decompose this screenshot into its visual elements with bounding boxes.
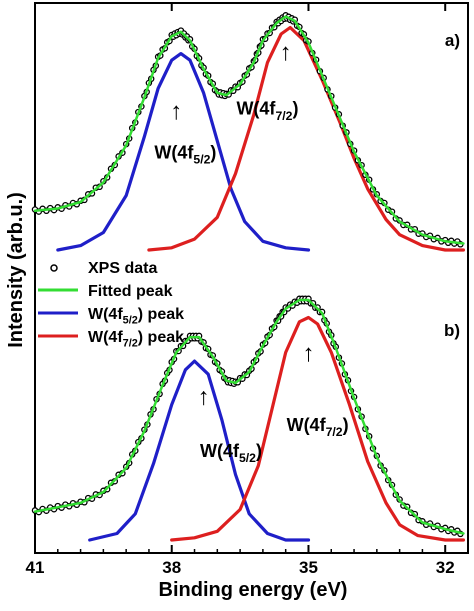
legend-label: Fitted peak (88, 283, 173, 300)
panel-label: b) (444, 321, 460, 340)
legend-label: W(4f5/2) peak (88, 306, 184, 326)
peak-annotation-label: W(4f5/2) (200, 441, 262, 465)
y-axis-label: Intensity (arb.u.) (5, 192, 27, 348)
peak-annotation-label: W(4f7/2) (287, 415, 349, 439)
plot-panels: W(4f5/2) W(4f7/2) ↑ ↑ a) W(4f5/2) W(4f7/2) ↑ ↑ b) (31, 12, 465, 542)
peak-annotation-label: W(4f5/2) (154, 142, 216, 166)
x-tick-label: 38 (162, 558, 181, 577)
peak-arrow: ↑ (280, 39, 292, 66)
panel-label: a) (445, 31, 460, 50)
panel-a: W(4f5/2) W(4f7/2) ↑ ↑ a) (31, 12, 465, 252)
legend-marker-xps (50, 264, 58, 272)
peak-annotation-label: W(4f7/2) (236, 99, 298, 123)
axes-frame (34, 2, 469, 554)
fitted-peak-line (33, 298, 465, 535)
peak-arrow: ↑ (170, 98, 182, 125)
w4f52-peak-line (56, 51, 311, 252)
x-tick-label: 35 (299, 558, 318, 577)
peak-arrow: ↑ (198, 384, 210, 411)
w4f52-peak-line (88, 359, 311, 542)
peak-arrow: ↑ (302, 340, 314, 367)
x-ticks: 41 38 35 32 (26, 3, 455, 577)
panel-b: W(4f5/2) W(4f7/2) ↑ ↑ b) (31, 295, 465, 542)
x-tick-label: 41 (26, 558, 45, 577)
fitted-peak-line (33, 15, 465, 245)
legend-label: XPS data (88, 260, 157, 277)
legend: XPS data Fitted peak W(4f5/2) peak W(4f7/2)… (38, 260, 184, 349)
w4f72-peak-line (147, 25, 465, 252)
legend-label: W(4f7/2) peak (88, 329, 184, 349)
plot-frame (34, 2, 469, 554)
x-tick-label: 32 (436, 558, 455, 577)
x-axis-label: Binding energy (eV) (159, 579, 348, 601)
w4f72-peak-line (170, 315, 465, 542)
